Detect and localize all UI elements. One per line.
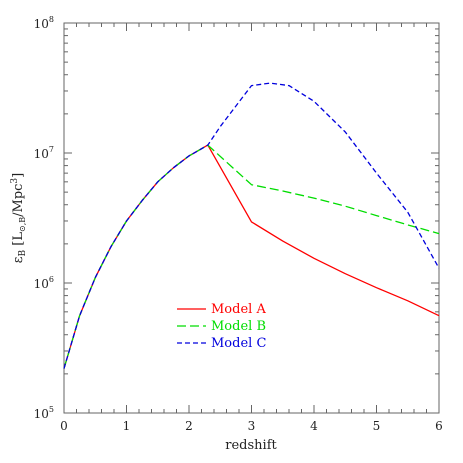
x-tick-label: 5 xyxy=(373,419,381,433)
y-axis-unit-open: [L xyxy=(11,232,26,246)
x-tick-labels: 0 1 2 3 4 5 6 xyxy=(60,419,443,433)
x-tick-label: 1 xyxy=(123,419,131,433)
series-lines xyxy=(63,82,440,369)
y-axis-unit-subscript: ⊙,B xyxy=(18,217,27,232)
legend-label-model-b: Model B xyxy=(211,319,266,334)
legend-label-model-a: Model A xyxy=(211,302,266,317)
y-tick-label: 105 xyxy=(34,405,54,421)
y-axis-label: εB [L⊙,B/Mpc3] xyxy=(10,173,28,263)
series-line-model-c xyxy=(63,82,440,369)
plot-frame xyxy=(63,22,440,414)
y-tick-label: 106 xyxy=(34,275,54,291)
tick-marks xyxy=(63,22,440,414)
x-tick-label: 3 xyxy=(248,419,256,433)
y-tick-labels: 105 106 107 108 xyxy=(34,15,54,421)
series-line-model-b xyxy=(63,144,440,369)
series-line-model-a xyxy=(63,144,440,369)
legend-label-model-c: Model C xyxy=(211,336,266,351)
x-tick-label: 4 xyxy=(310,419,318,433)
y-axis-symbol: ε xyxy=(11,256,26,263)
y-axis-symbol-subscript: B xyxy=(18,249,28,256)
y-axis-unit-superscript: 3 xyxy=(10,178,20,184)
x-tick-label: 6 xyxy=(435,419,443,433)
y-tick-label: 108 xyxy=(34,15,54,31)
y-axis-unit-close: ] xyxy=(11,173,26,178)
x-axis-label: redshift xyxy=(225,438,277,453)
x-tick-label: 0 xyxy=(60,419,68,433)
legend: Model A Model B Model C xyxy=(177,302,266,351)
x-tick-label: 2 xyxy=(185,419,193,433)
y-axis-unit-mid: /Mpc xyxy=(11,184,26,217)
y-tick-label: 107 xyxy=(34,145,54,161)
